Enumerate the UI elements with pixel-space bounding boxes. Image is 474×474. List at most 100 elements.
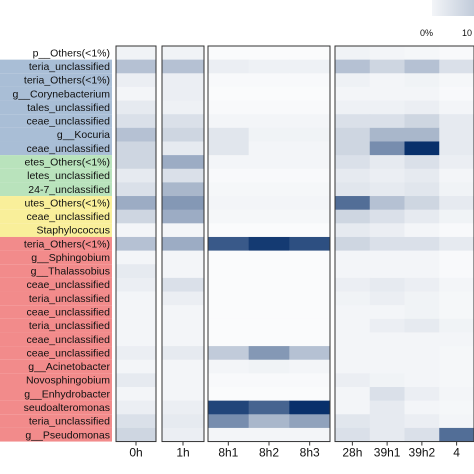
heatmap-cell <box>439 114 474 129</box>
heatmap-cell <box>116 373 157 388</box>
row-group-band <box>0 305 112 319</box>
heatmap-cell <box>335 209 371 224</box>
row-group-band <box>0 168 112 183</box>
heatmap-cell <box>162 250 205 265</box>
heatmap-cell <box>248 223 290 238</box>
heatmap-cell <box>248 182 290 197</box>
heatmap-cell <box>369 86 405 101</box>
heatmap-cell <box>248 359 290 374</box>
heatmap-cell <box>208 291 250 306</box>
heatmap-cell <box>116 59 157 74</box>
heatmap-cell <box>116 359 157 374</box>
heatmap-cell <box>369 168 405 183</box>
row-label: teria_unclassified <box>29 416 110 428</box>
heatmap-cell <box>162 332 205 347</box>
heatmap-cell <box>208 318 250 333</box>
heatmap-cell <box>248 127 290 142</box>
heatmap-cell <box>162 127 205 142</box>
heatmap-cell <box>248 305 290 320</box>
heatmap-cell <box>208 400 250 415</box>
row-group-band <box>0 127 112 142</box>
heatmap-cell <box>369 46 405 61</box>
heatmap-cell <box>248 236 290 251</box>
heatmap-cell <box>248 209 290 224</box>
column-labels: 0h 1h 8h1 8h2 8h3 28h 39h1 39h2 4 <box>129 441 460 460</box>
heatmap-cell <box>289 114 331 129</box>
heatmap-cell <box>404 387 440 402</box>
heatmap-cell <box>208 305 250 320</box>
row-group-band <box>0 250 112 265</box>
heatmap-cell <box>208 73 250 88</box>
heatmap-cell <box>162 100 205 115</box>
heatmap-cell <box>404 141 440 156</box>
heatmap-cell <box>248 277 290 292</box>
heatmap-cell <box>116 305 157 320</box>
row-label: 24-7_unclassified <box>28 184 110 196</box>
heatmap-cell <box>404 332 440 347</box>
row-group-band <box>0 400 112 415</box>
heatmap-cell <box>116 182 157 197</box>
heatmap-cell <box>439 400 474 415</box>
row-group-band <box>0 59 112 74</box>
heatmap-cell <box>208 155 250 170</box>
heatmap-cells <box>116 46 474 442</box>
heatmap-cell <box>335 182 371 197</box>
heatmap-cell <box>248 250 290 265</box>
heatmap-cell <box>439 318 474 333</box>
heatmap-cell <box>162 59 205 74</box>
column-label: 39h2 <box>409 446 436 460</box>
heatmap-cell <box>404 427 440 442</box>
legend-colorbar <box>432 0 474 16</box>
heatmap-cell <box>162 196 205 211</box>
heatmap-cell <box>289 46 331 61</box>
heatmap-cell <box>335 250 371 265</box>
row-label: ceae_unclassified <box>27 116 111 128</box>
heatmap-cell <box>162 182 205 197</box>
heatmap-cell <box>289 141 331 156</box>
heatmap-cell <box>116 236 157 251</box>
heatmap-cell <box>439 141 474 156</box>
heatmap-cell <box>208 414 250 429</box>
heatmap-cell <box>404 318 440 333</box>
heatmap-cell <box>404 114 440 129</box>
heatmap-cell <box>335 414 371 429</box>
row-group-band <box>0 155 112 169</box>
row-label: teria_unclassified <box>29 293 110 305</box>
row-label: ceae_unclassified <box>27 307 111 319</box>
row-group-band <box>0 86 112 101</box>
heatmap-cell <box>116 264 157 279</box>
legend-tick-label: 10 <box>462 28 472 38</box>
heatmap-cell <box>439 46 474 61</box>
heatmap-cell <box>248 373 290 388</box>
heatmap-cell <box>162 427 205 442</box>
heatmap-cell <box>116 427 157 442</box>
heatmap-cell <box>404 291 440 306</box>
heatmap-cell <box>404 223 440 238</box>
heatmap-cell <box>369 59 405 74</box>
row-group-band <box>0 73 112 87</box>
heatmap-cell <box>335 387 371 402</box>
heatmap-cell <box>208 168 250 183</box>
heatmap-cell <box>116 196 157 211</box>
heatmap-cell <box>162 141 205 156</box>
heatmap-cell <box>289 264 331 279</box>
heatmap-cell <box>404 373 440 388</box>
heatmap-cell <box>208 346 250 361</box>
heatmap-cell <box>116 332 157 347</box>
heatmap-cell <box>369 182 405 197</box>
column-label: 0h <box>129 446 142 460</box>
row-group-band <box>0 291 112 306</box>
heatmap-cell <box>116 86 157 101</box>
heatmap-cell <box>162 414 205 429</box>
heatmap-cell <box>439 127 474 142</box>
heatmap-cell <box>116 414 157 429</box>
heatmap-cell <box>439 346 474 361</box>
heatmap-cell <box>248 346 290 361</box>
heatmap-cell <box>208 264 250 279</box>
heatmap-cell <box>289 182 331 197</box>
row-group-band <box>0 318 112 333</box>
heatmap-cell <box>439 250 474 265</box>
heatmap-cell <box>369 332 405 347</box>
heatmap-cell <box>404 277 440 292</box>
